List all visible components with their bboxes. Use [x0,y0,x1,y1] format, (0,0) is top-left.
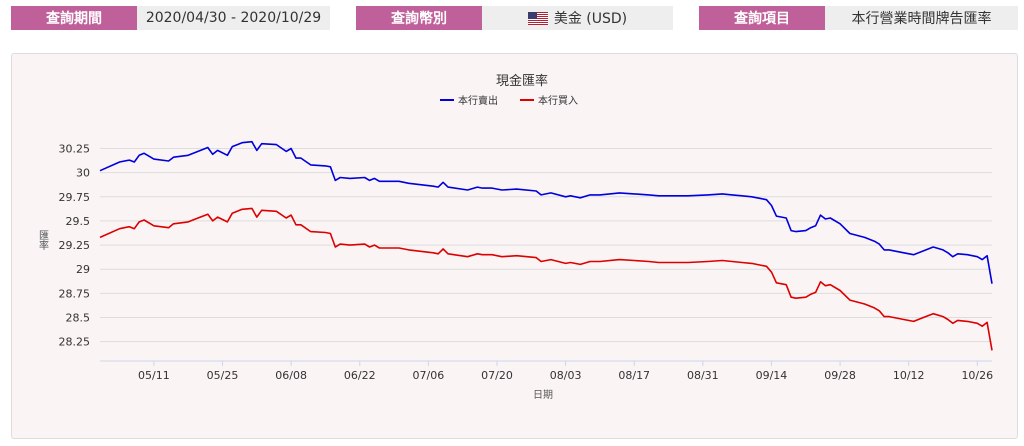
y-tick-label: 30 [76,167,90,180]
chart-title: 現金匯率 [496,73,548,89]
x-tick-label: 09/28 [824,369,856,382]
legend-sell-label: 本行賣出 [458,94,498,107]
y-tick-labels: 28.25 28.5 28.75 29 29.25 29.5 29.75 30 30.25 [59,142,91,348]
y-tick-label: 29 [76,263,90,276]
y-axis-label: 匯率 [37,230,49,251]
currency-select[interactable]: 美金 (USD) [482,6,673,30]
x-tick-label: 06/22 [344,369,376,382]
x-tick-label: 10/26 [961,369,993,382]
x-axis-label: 日期 [533,389,553,401]
legend-item-buy[interactable]: 本行買入 [520,94,578,107]
period-value[interactable]: 2020/04/30 - 2020/10/29 [137,6,330,30]
exchange-rate-chart: 28.25 28.5 28.75 29 29.25 29.5 29.75 30 30.25 05… [37,73,994,401]
x-tick-labels: 05/11 05/25 06/08 06/22 07/06 07/20 08/03 08/17… [138,361,993,382]
x-tick-label: 08/17 [618,369,650,382]
legend: 本行賣出 本行買入 [440,94,578,107]
y-tick-label: 28.5 [66,312,91,325]
buy-rate-line [99,207,993,351]
series-lines [99,140,993,351]
x-tick-label: 09/14 [756,369,788,382]
x-tick-label: 05/25 [207,369,239,382]
period-label: 查詢期間 [11,6,137,30]
x-tick-label: 07/06 [413,369,445,382]
x-tick-label: 06/08 [275,369,307,382]
y-tick-label: 30.25 [59,142,91,155]
y-tick-label: 29.25 [59,239,91,252]
currency-value: 美金 (USD) [553,11,628,27]
legend-item-sell[interactable]: 本行賣出 [440,94,498,107]
chart-panel: 28.25 28.5 28.75 29 29.25 29.5 29.75 30 30.25 05… [11,53,1018,439]
sell-rate-line [99,140,993,284]
y-tick-label: 29.5 [66,215,91,228]
grid-lines [100,147,992,362]
y-tick-label: 29.75 [59,191,91,204]
item-value[interactable]: 本行營業時間牌告匯率 [825,6,1018,30]
y-tick-label: 28.75 [59,287,91,300]
item-label: 查詢項目 [699,6,825,30]
x-tick-label: 05/11 [138,369,170,382]
x-tick-label: 08/03 [550,369,582,382]
currency-label: 查詢幣別 [356,6,482,30]
x-tick-label: 08/31 [687,369,719,382]
x-tick-label: 07/20 [481,369,513,382]
x-tick-label: 10/12 [893,369,925,382]
legend-buy-label: 本行買入 [538,94,578,107]
y-tick-label: 28.25 [59,336,91,349]
us-flag-icon [527,11,548,25]
